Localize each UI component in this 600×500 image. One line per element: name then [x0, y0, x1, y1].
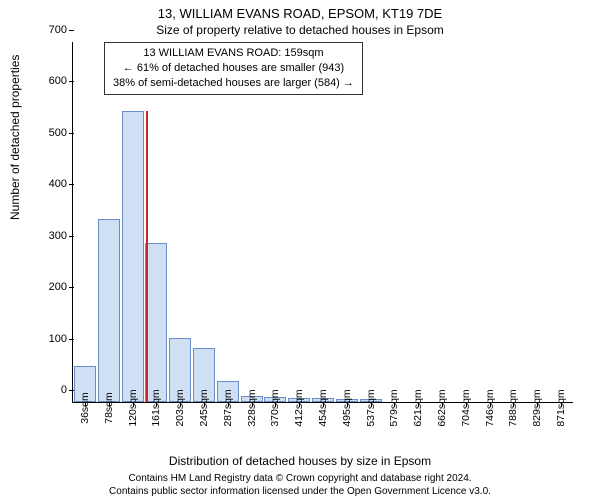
bar-slot: 537sqm	[360, 399, 382, 402]
x-tick-label: 704sqm	[460, 389, 472, 426]
y-tick: 200	[37, 281, 73, 293]
bar	[145, 243, 167, 402]
bar-slot: 370sqm	[264, 397, 286, 402]
x-tick-label: 287sqm	[222, 389, 234, 426]
x-tick-label: 454sqm	[317, 389, 329, 426]
x-tick-label: 245sqm	[198, 389, 210, 426]
annotation-box: 13 WILLIAM EVANS ROAD: 159sqm ← 61% of d…	[104, 42, 363, 95]
footer-line-2: Contains public sector information licen…	[0, 486, 600, 499]
bar-slot: 328sqm	[241, 396, 263, 402]
y-axis-label: Number of detached properties	[8, 55, 22, 220]
plot-area: 010020030040050060070036sqm78sqm120sqm16…	[72, 42, 573, 403]
bar-slot: 495sqm	[336, 399, 358, 402]
y-tick: 300	[37, 230, 73, 242]
x-tick-label: 412sqm	[293, 389, 305, 426]
x-tick-label: 36sqm	[79, 392, 91, 424]
bar-slot: 412sqm	[288, 398, 310, 402]
x-tick-label: 788sqm	[507, 389, 519, 426]
y-tick: 100	[37, 333, 73, 345]
annotation-line-2: ← 61% of detached houses are smaller (94…	[113, 61, 354, 76]
chart-title: 13, WILLIAM EVANS ROAD, EPSOM, KT19 7DE	[0, 0, 600, 21]
bar-slot: 203sqm	[169, 338, 191, 402]
bar-slot: 454sqm	[312, 398, 334, 402]
highlight-line	[146, 111, 148, 402]
footer-line-1: Contains HM Land Registry data © Crown c…	[0, 473, 600, 486]
x-tick-label: 370sqm	[269, 389, 281, 426]
annotation-line-3: 38% of semi-detached houses are larger (…	[113, 76, 354, 91]
x-tick-label: 537sqm	[365, 389, 377, 426]
bar-slot: 245sqm	[193, 348, 215, 402]
x-tick-label: 495sqm	[341, 389, 353, 426]
bar-slot: 36sqm	[74, 366, 96, 402]
x-tick-label: 203sqm	[174, 389, 186, 426]
bar-slot: 287sqm	[217, 381, 239, 402]
annotation-line-1: 13 WILLIAM EVANS ROAD: 159sqm	[113, 46, 354, 61]
bar-slot: 120sqm	[122, 111, 144, 402]
x-tick-label: 746sqm	[484, 389, 496, 426]
bar	[122, 111, 144, 402]
bar-slot: 161sqm	[145, 243, 167, 402]
x-tick-label: 871sqm	[555, 389, 567, 426]
y-tick: 700	[37, 24, 73, 36]
y-tick: 500	[37, 127, 73, 139]
bar-slot: 78sqm	[98, 219, 120, 402]
x-tick-label: 621sqm	[412, 389, 424, 426]
bar	[98, 219, 120, 402]
x-tick-label: 161sqm	[150, 389, 162, 426]
y-tick: 600	[37, 75, 73, 87]
x-tick-label: 662sqm	[436, 389, 448, 426]
footer: Contains HM Land Registry data © Crown c…	[0, 473, 600, 498]
chart-subtitle: Size of property relative to detached ho…	[0, 21, 600, 37]
x-tick-label: 78sqm	[103, 392, 115, 424]
x-tick-label: 829sqm	[531, 389, 543, 426]
y-tick: 0	[37, 384, 73, 396]
x-tick-label: 328sqm	[246, 389, 258, 426]
x-tick-label: 579sqm	[388, 389, 400, 426]
x-axis-label: Distribution of detached houses by size …	[0, 454, 600, 468]
y-tick: 400	[37, 178, 73, 190]
x-tick-label: 120sqm	[127, 389, 139, 426]
chart-container: 13, WILLIAM EVANS ROAD, EPSOM, KT19 7DE …	[0, 0, 600, 500]
